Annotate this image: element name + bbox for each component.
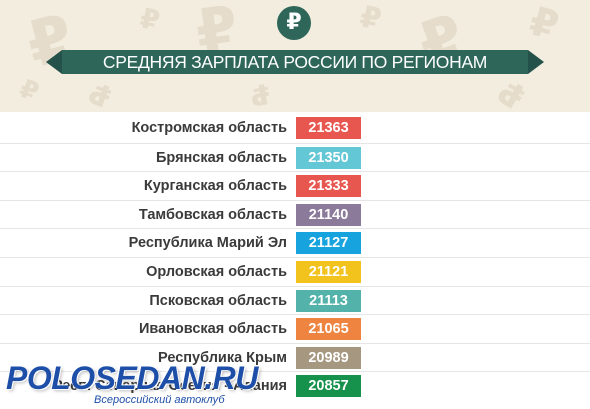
- ruble-icon: ₽: [277, 6, 311, 40]
- region-label: Псковская область: [149, 292, 287, 309]
- title-ribbon-left: [46, 50, 62, 74]
- region-label: Республика Марий Эл: [128, 235, 287, 252]
- table-row: Псковская область 21113: [0, 285, 590, 315]
- region-label: Республика Крым: [158, 349, 287, 366]
- table-row: Брянская область 21350: [0, 142, 590, 172]
- salary-value: 21121: [296, 260, 361, 283]
- ruble-watermark-icon: ₽: [137, 1, 163, 38]
- ruble-watermark-icon: ₽: [84, 73, 117, 112]
- ruble-watermark-icon: ₽: [524, 0, 564, 50]
- region-label: Тамбовская область: [138, 206, 287, 223]
- table-row: Курганская область 21333: [0, 171, 590, 200]
- watermark-brand: POLOSEDAN.RU: [6, 360, 258, 396]
- table-row: Орловская область 21121: [0, 256, 590, 286]
- salary-value: 21333: [296, 175, 361, 198]
- salary-value: 21363: [296, 117, 361, 139]
- table-row: Костромская область 21363: [0, 114, 590, 143]
- title-ribbon-right: [528, 50, 544, 74]
- region-label: Респ. Северная Осетия - Алания: [52, 378, 287, 395]
- salary-value: 20989: [296, 346, 361, 369]
- salary-value: 21140: [296, 203, 361, 226]
- watermark: POLOSEDAN.RU Всероссийский автоклуб: [6, 360, 258, 406]
- table-row: Тамбовская область 21140: [0, 199, 590, 229]
- chart-title: СРЕДНЯЯ ЗАРПЛАТА РОССИИ ПО РЕГИОНАМ: [62, 50, 528, 74]
- salary-value: 21113: [296, 289, 361, 312]
- table-row: Республика Крым 20989: [0, 342, 590, 372]
- ruble-watermark-icon: ₽: [247, 76, 273, 112]
- region-label: Орловская область: [146, 263, 287, 280]
- region-label: Брянская область: [156, 149, 287, 166]
- region-label: Курганская область: [143, 178, 287, 195]
- salary-value: 21065: [296, 318, 361, 341]
- ruble-watermark-icon: ₽: [491, 69, 533, 112]
- salary-value: 21127: [296, 232, 361, 255]
- table-row: Респ. Северная Осетия - Алания 20857: [0, 371, 590, 400]
- region-label: Ивановская область: [138, 321, 287, 338]
- table-row: Республика Марий Эл 21127: [0, 228, 590, 257]
- salary-table: Костромская область 21363 Брянская область…: [0, 114, 590, 400]
- ruble-watermark-icon: ₽: [15, 73, 43, 109]
- salary-value: 20857: [296, 375, 361, 398]
- watermark-tagline: Всероссийский автоклуб: [94, 394, 225, 406]
- region-label: Костромская область: [131, 120, 287, 136]
- ruble-watermark-icon: ₽: [356, 0, 385, 38]
- salary-value: 21350: [296, 146, 361, 169]
- table-row: Ивановская область 21065: [0, 314, 590, 343]
